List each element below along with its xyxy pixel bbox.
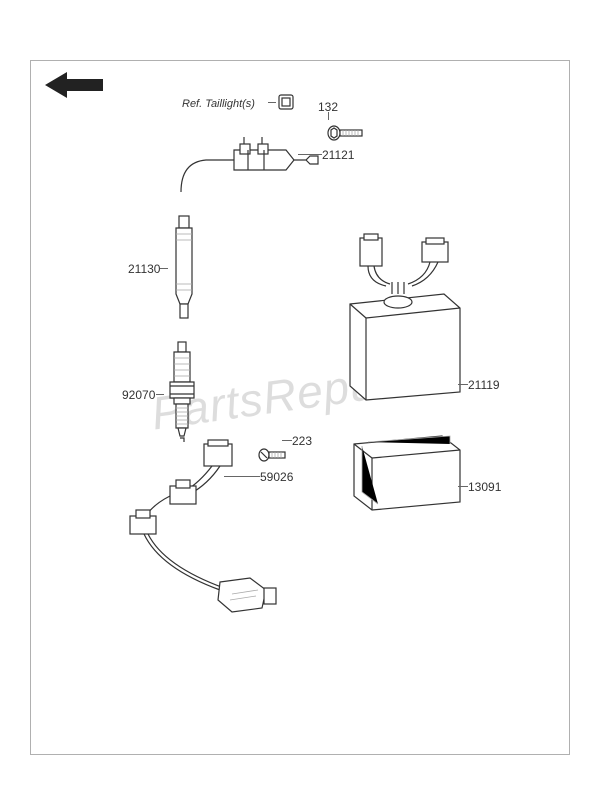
label-21130: 21130 [128,262,160,276]
label-21121: 21121 [322,148,354,162]
part-92070-sparkplug-icon [162,340,202,450]
label-21119: 21119 [468,378,500,392]
ref-taillight-label: Ref. Taillight(s) [182,98,255,110]
part-132-bolt-icon [326,118,366,148]
part-59026-harness-icon [100,438,340,638]
nav-arrow-icon [45,70,105,100]
part-21130-plugcap-icon [166,214,202,324]
part-21121-coil-icon [176,122,326,202]
part-21119-igniter-icon [330,232,470,402]
label-92070: 92070 [122,388,155,402]
ref-taillight-icon [276,92,298,114]
part-13091-holder-icon [344,426,474,516]
